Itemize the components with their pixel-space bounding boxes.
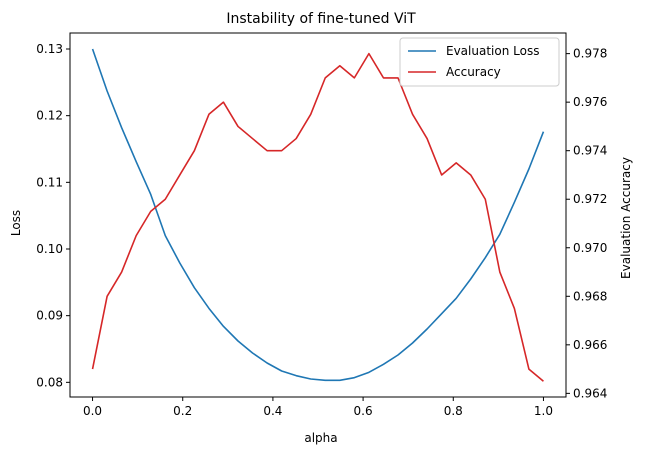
x-tick-label: 1.0 — [534, 404, 553, 418]
x-tick-label: 0.8 — [444, 404, 463, 418]
x-tick-label: 0.0 — [83, 404, 102, 418]
y-axis-label-left: Loss — [9, 210, 23, 236]
legend-frame — [399, 37, 560, 87]
y-left-tick-label: 0.12 — [36, 109, 63, 123]
axes — [69, 32, 567, 398]
y-axis-label-right: Evaluation Accuracy — [619, 157, 633, 279]
y-right-tick-label: 0.972 — [573, 192, 607, 206]
legend: Evaluation Loss Accuracy — [399, 37, 560, 87]
plot-frame — [69, 32, 567, 398]
x-tick-label: 0.4 — [263, 404, 282, 418]
x-axis-label: alpha — [304, 431, 337, 445]
y-left-tick-label: 0.11 — [36, 175, 63, 189]
y-left-tick-label: 0.10 — [36, 242, 63, 256]
series-line-evaluation-loss — [91, 48, 545, 382]
y-left-tick-label: 0.09 — [36, 309, 63, 323]
y-left-tick-label: 0.13 — [36, 42, 63, 56]
x-tick-label: 0.6 — [354, 404, 373, 418]
chart-title: Instability of fine-tuned ViT — [226, 11, 416, 27]
legend-label-evaluation-loss: Evaluation Loss — [446, 44, 539, 58]
y-right-tick-label: 0.978 — [573, 47, 607, 61]
series-line-accuracy — [91, 52, 544, 382]
y-right-tick-label: 0.964 — [573, 386, 607, 400]
y-right-tick-label: 0.966 — [573, 338, 607, 352]
plot-lines — [91, 48, 545, 382]
y-right-tick-label: 0.968 — [573, 289, 607, 303]
legend-label-accuracy: Accuracy — [446, 65, 501, 79]
y-left-tick-label: 0.08 — [36, 375, 63, 389]
y-right-tick-label: 0.974 — [573, 144, 607, 158]
y-right-tick-label: 0.970 — [573, 241, 607, 255]
x-tick-label: 0.2 — [173, 404, 192, 418]
ticks: 0.0 0.2 0.4 0.6 0.8 1.0 0.08 0.09 0.10 0.11 0.12 0.… — [36, 42, 607, 418]
y-right-tick-label: 0.976 — [573, 95, 607, 109]
